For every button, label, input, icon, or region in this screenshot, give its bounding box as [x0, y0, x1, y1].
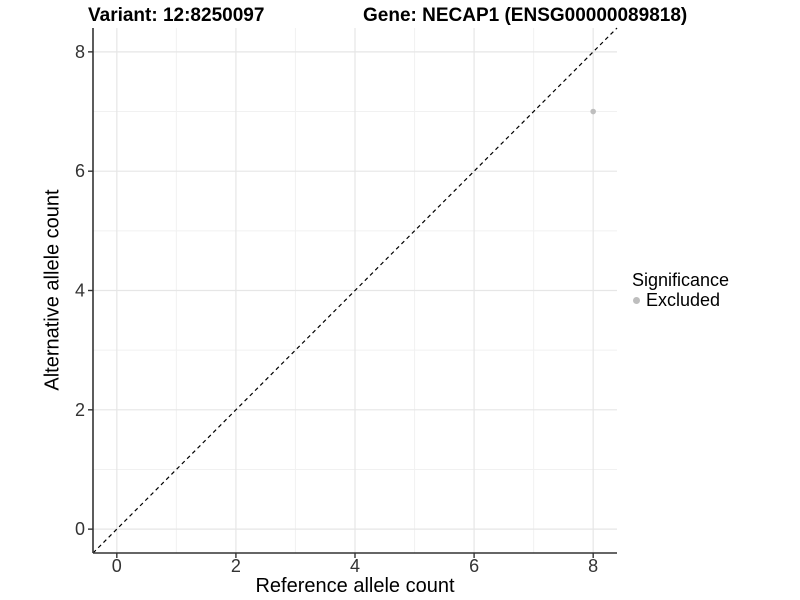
legend-title: Significance [632, 270, 730, 290]
y-tick-label: 4 [75, 281, 85, 301]
legend-entry-label: Excluded [646, 290, 721, 310]
x-tick-label: 8 [588, 556, 598, 576]
plot-title-gene: Gene: NECAP1 (ENSG00000089818) [363, 5, 688, 26]
x-tick-label: 0 [112, 556, 122, 576]
y-tick-label: 6 [75, 161, 85, 181]
legend: Significance Excluded [630, 270, 729, 309]
legend-entry: Excluded [630, 291, 729, 309]
x-axis-title: Reference allele count [255, 575, 455, 597]
x-tick-label: 2 [231, 556, 241, 576]
y-tick-label: 8 [75, 42, 85, 62]
y-axis-title: Alternative allele count [41, 189, 64, 391]
y-tick-label: 2 [75, 400, 85, 420]
x-tick-label: 4 [350, 556, 360, 576]
y-tick-label: 0 [75, 519, 85, 539]
plot-title-variant: Variant: 12:8250097 [88, 5, 265, 26]
identity-line [92, 27, 618, 554]
data-point [590, 108, 596, 115]
legend-point-icon [633, 296, 640, 304]
x-tick-label: 6 [469, 556, 479, 576]
